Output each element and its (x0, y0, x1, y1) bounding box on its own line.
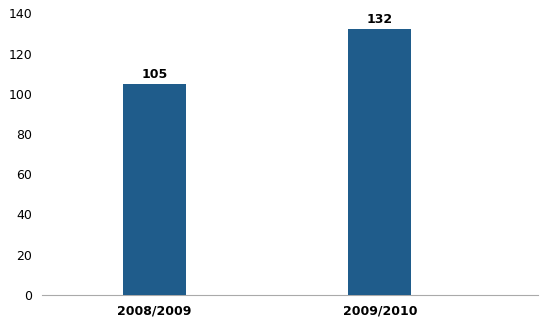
Bar (123, 84, 186, 295)
Text: 132: 132 (367, 13, 393, 26)
Text: 105: 105 (141, 68, 168, 81)
Bar (348, 29, 412, 295)
